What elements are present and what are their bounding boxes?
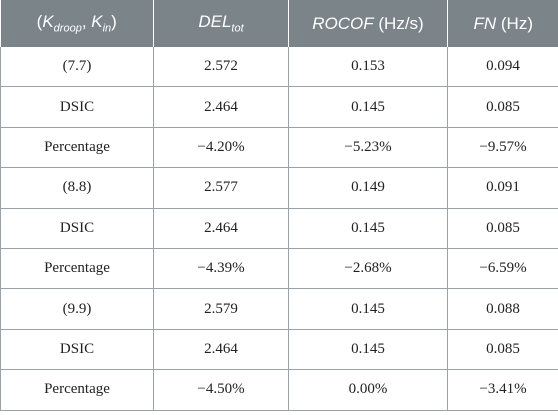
- rocof-cell: −2.68%: [288, 248, 448, 290]
- fn-cell: −6.59%: [447, 248, 558, 290]
- header-rocof-label: ROCOF: [312, 13, 374, 33]
- fn-cell: −9.57%: [447, 127, 558, 169]
- rocof-cell: 0.00%: [288, 369, 448, 411]
- header-del-tot: DELtot: [153, 0, 289, 47]
- rocof-cell: 0.145: [288, 86, 448, 128]
- del-tot-cell: 2.577: [153, 167, 289, 209]
- row-label-cell: DSIC: [0, 208, 154, 249]
- table-row: DSIC 2.464 0.145 0.085: [0, 208, 558, 249]
- header-rocof-unit: (Hz/s): [373, 13, 424, 33]
- fn-cell: −3.41%: [447, 369, 558, 411]
- header-row: (Kdroop, Kin) DELtot ROCOF (Hz/s) FN (Hz…: [0, 0, 558, 47]
- del-tot-cell: 2.464: [153, 329, 289, 371]
- header-k-in-sub: in: [102, 22, 112, 35]
- rocof-cell: 0.145: [288, 208, 448, 249]
- header-rocof: ROCOF (Hz/s): [288, 0, 448, 47]
- del-tot-cell: −4.20%: [153, 127, 289, 169]
- fn-cell: 0.085: [447, 208, 558, 249]
- header-k-droop: K: [42, 12, 54, 32]
- table-row: (9.9) 2.579 0.145 0.088: [0, 288, 558, 330]
- header-k-droop-sub: droop: [53, 22, 82, 35]
- row-label-cell: (8.8): [0, 167, 154, 209]
- rocof-cell: −5.23%: [288, 127, 448, 169]
- row-label-cell: DSIC: [0, 329, 154, 371]
- table-row: Percentage −4.50% 0.00% −3.41%: [0, 369, 558, 411]
- row-label-cell: Percentage: [0, 369, 154, 411]
- table-row: (8.8) 2.577 0.149 0.091: [0, 167, 558, 209]
- table-row: DSIC 2.464 0.145 0.085: [0, 329, 558, 371]
- row-label-cell: (7.7): [0, 47, 154, 88]
- del-tot-cell: −4.39%: [153, 248, 289, 290]
- table-row: DSIC 2.464 0.145 0.085: [0, 86, 558, 128]
- fn-cell: 0.094: [447, 47, 558, 88]
- rocof-cell: 0.145: [288, 288, 448, 330]
- row-label-cell: Percentage: [0, 127, 154, 169]
- table-row: Percentage −4.20% −5.23% −9.57%: [0, 127, 558, 169]
- row-label-cell: (9.9): [0, 288, 154, 330]
- del-tot-cell: 2.464: [153, 86, 289, 128]
- header-paren-close: ): [111, 12, 117, 32]
- del-tot-cell: 2.464: [153, 208, 289, 249]
- header-droop-inertia: (Kdroop, Kin): [0, 0, 154, 47]
- header-del-sub: tot: [231, 22, 244, 35]
- table-row: (7.7) 2.572 0.153 0.094: [0, 47, 558, 88]
- fn-cell: 0.085: [447, 329, 558, 371]
- del-tot-cell: 2.572: [153, 47, 289, 88]
- del-tot-cell: −4.50%: [153, 369, 289, 411]
- del-tot-cell: 2.579: [153, 288, 289, 330]
- rocof-cell: 0.145: [288, 329, 448, 371]
- header-k-in: K: [91, 12, 103, 32]
- rocof-cell: 0.153: [288, 47, 448, 88]
- header-del: DEL: [198, 12, 232, 32]
- fn-cell: 0.088: [447, 288, 558, 330]
- row-label-cell: DSIC: [0, 86, 154, 128]
- rocof-cell: 0.149: [288, 167, 448, 209]
- row-label-cell: Percentage: [0, 248, 154, 290]
- header-separator: ,: [81, 12, 92, 32]
- header-fn-label: FN: [473, 13, 497, 33]
- fn-cell: 0.091: [447, 167, 558, 209]
- header-paren-open: (: [36, 12, 43, 32]
- table-row: Percentage −4.39% −2.68% −6.59%: [0, 248, 558, 290]
- fn-cell: 0.085: [447, 86, 558, 128]
- header-fn: FN (Hz): [447, 0, 558, 47]
- table-body: (7.7) 2.572 0.153 0.094 DSIC 2.464 0.145 0.085 P…: [0, 47, 558, 411]
- header-fn-unit: (Hz): [496, 13, 533, 33]
